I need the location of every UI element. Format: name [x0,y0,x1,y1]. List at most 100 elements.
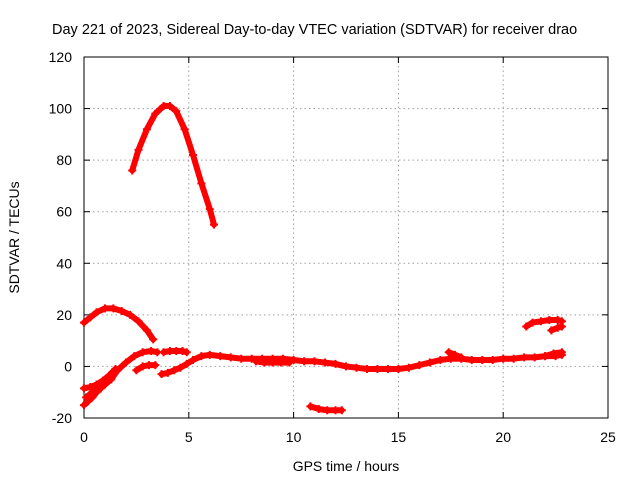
data-point [314,404,323,413]
data-point [216,352,225,361]
data-point [182,359,191,368]
y-axis-ticks: -20 0 20 40 60 80 100 120 [49,49,608,426]
data-point [557,348,566,357]
series-line [129,103,217,228]
y-tick-label: 120 [49,49,73,65]
data-point [362,365,371,374]
data-point [352,363,361,372]
series-arc-1 [128,101,218,229]
x-axis-ticks: 0 5 10 15 20 25 [80,57,616,445]
series-arc-6 [132,361,160,375]
data-point [138,348,147,357]
data-point [157,370,166,379]
data-point [126,310,135,319]
data-point [182,348,191,357]
data-point [130,352,139,361]
series-arc-9 [251,357,294,367]
y-tick-label: -20 [52,410,72,426]
data-point [159,348,168,357]
data-point [147,346,156,355]
data-point [331,359,340,368]
y-tick-label: 80 [56,152,72,168]
data-point [165,101,174,110]
chart-title: Day 221 of 2023, Sidereal Day-to-day VTE… [52,22,577,38]
data-point [132,366,141,375]
data-point [82,393,91,402]
data-point [306,402,315,411]
x-axis-label: GPS time / hours [293,458,400,474]
data-point [96,381,105,390]
x-tick-label: 5 [185,429,193,445]
series-line [83,348,161,401]
data-point [289,355,298,364]
data-point [553,316,562,325]
data-point [530,353,539,362]
data-point [134,145,143,154]
data-point [88,388,97,397]
data-point [188,355,197,364]
data-point [151,109,160,118]
data-point [373,365,382,374]
data-point [92,308,101,317]
data-point [285,358,294,367]
data-point [522,322,531,331]
data-point [547,326,556,335]
data-point [149,335,158,344]
data-point [549,349,558,358]
data-point [488,355,497,364]
data-point [205,205,214,214]
data-point [113,366,122,375]
y-tick-label: 60 [56,204,72,220]
data-point [277,358,286,367]
data-point [151,361,160,370]
data-point [226,353,235,362]
data-point [209,220,218,229]
data-point [323,406,332,415]
data-point [134,317,143,326]
series-arc-13 [547,322,566,335]
data-point [86,383,95,392]
data-point [436,355,445,364]
data-point [545,316,554,325]
data-point [425,358,434,367]
data-point [450,350,459,359]
data-point [260,358,269,367]
data-point [337,406,346,415]
series-arc-2 [80,304,158,344]
data-point [394,365,403,374]
data-point [509,354,518,363]
data-point [536,317,545,326]
data-point [117,306,126,315]
data-point [170,366,179,375]
data-point [142,326,151,335]
x-tick-label: 10 [286,429,302,445]
data-point [100,304,109,313]
data-point [197,352,206,361]
data-point [404,363,413,372]
data-point [138,362,147,371]
x-tick-label: 20 [495,429,511,445]
data-point [80,318,88,327]
data-point [121,358,130,367]
data-point [172,107,181,116]
y-tick-label: 100 [49,101,73,117]
data-point [205,350,214,359]
y-tick-label: 0 [64,358,72,374]
data-point [457,353,466,362]
data-point [499,354,508,363]
data-point [520,353,529,362]
data-point [80,384,88,393]
series-arc-8 [159,346,191,357]
data-point [300,357,309,366]
data-point [247,354,256,363]
data-point [557,322,566,331]
data-point [176,363,185,372]
data-point [541,352,550,361]
series-arc-12 [522,316,566,331]
data-point [128,166,137,175]
data-point [109,304,118,313]
data-point [467,355,476,364]
data-point [383,365,392,374]
series-arc-7 [157,350,566,379]
x-tick-label: 15 [391,429,407,445]
